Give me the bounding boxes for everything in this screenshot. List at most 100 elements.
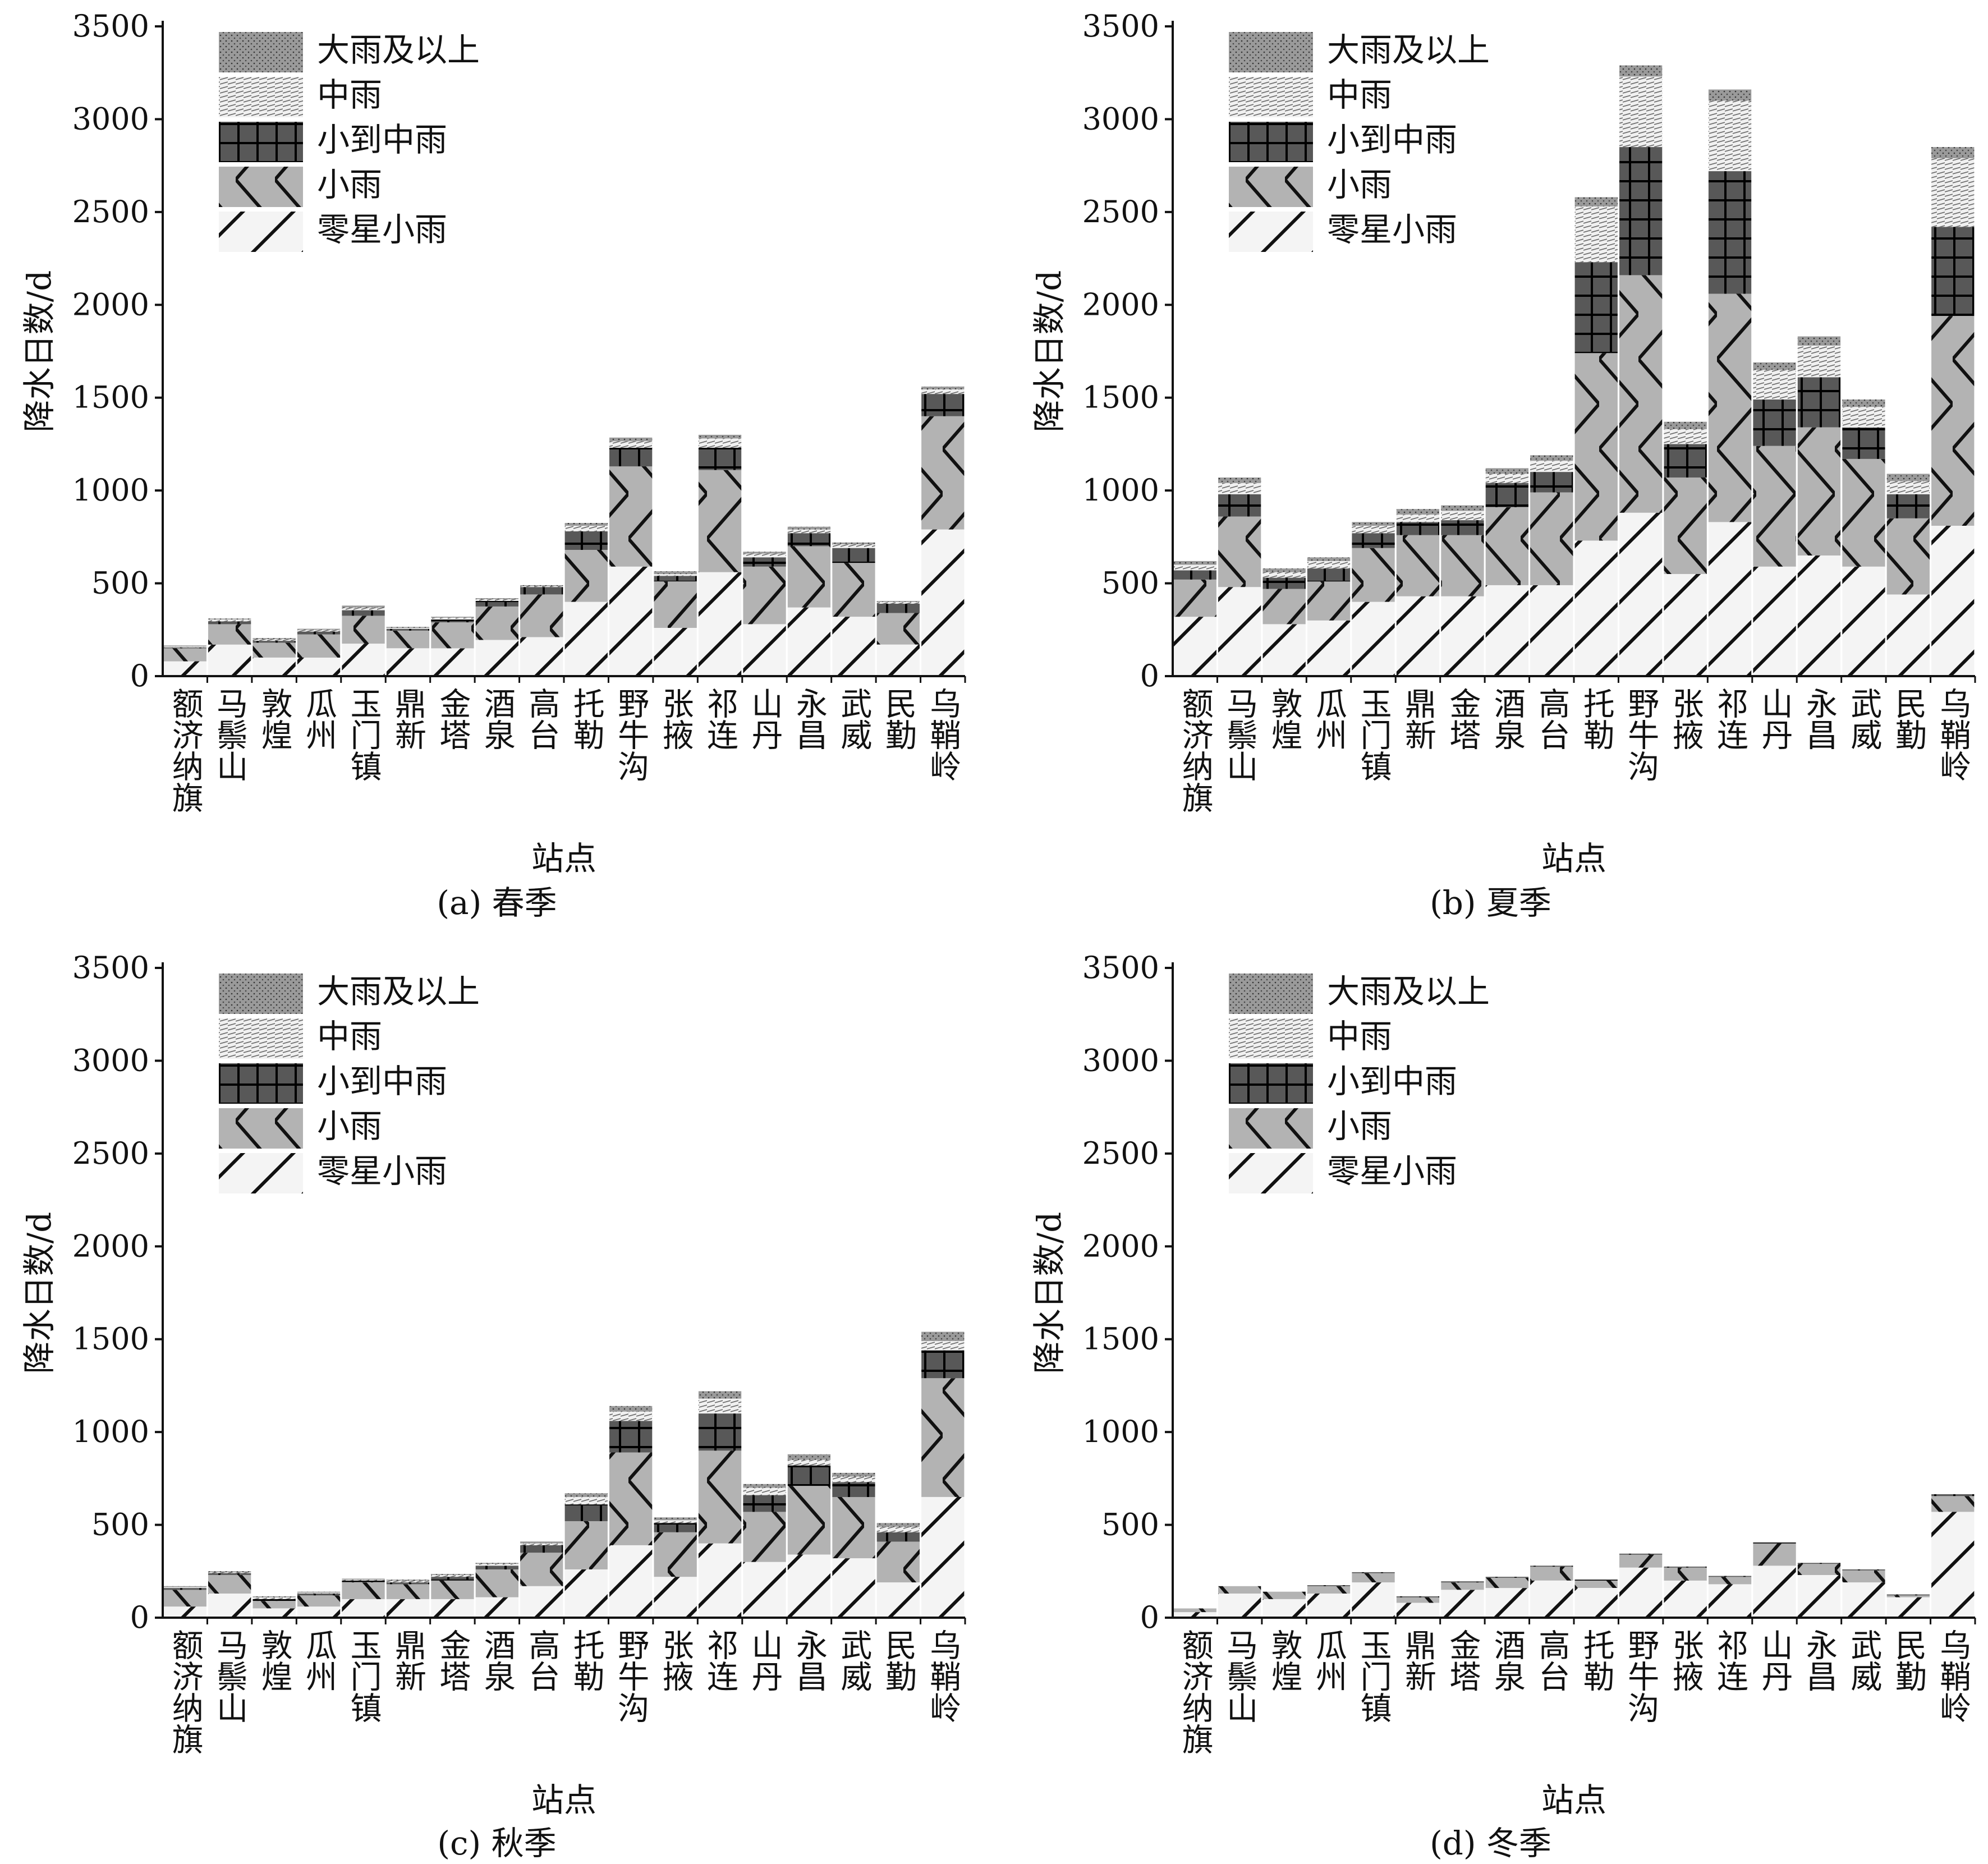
x-tick-label: 民勤 [880, 1629, 916, 1692]
bar-segment [342, 644, 385, 676]
x-tick-label: 乌鞘岭 [1935, 687, 1971, 782]
bar-segment [475, 1569, 518, 1597]
bar-segment [520, 585, 563, 586]
x-tick-label: 祁连 [702, 1629, 738, 1692]
bar-segment [520, 1545, 563, 1553]
bar-segment [208, 618, 251, 620]
bar-segment [1352, 602, 1395, 676]
legend-label: 零星小雨 [1327, 1152, 1457, 1190]
bar-segment [876, 1532, 920, 1542]
bar-segment [163, 1586, 206, 1587]
bar-segment [1530, 472, 1573, 493]
bar-segment [208, 624, 251, 645]
bar-segment [1396, 1596, 1440, 1597]
bar-segment [163, 1588, 206, 1590]
x-tick-label: 敦煌 [1266, 687, 1302, 750]
x-tick-label: 酒泉 [479, 1629, 515, 1692]
bar-segment [564, 1521, 608, 1569]
y-tick-label: 2000 [72, 1228, 149, 1264]
legend-label: 大雨及以上 [1327, 972, 1490, 1011]
bar-segment [1485, 468, 1528, 474]
legend-label: 中雨 [317, 76, 382, 114]
x-tick-label: 永昌 [791, 1629, 827, 1692]
bar-segment [832, 1476, 875, 1482]
legend-label: 小到中雨 [1327, 1062, 1457, 1100]
x-tick-label: 祁连 [702, 687, 738, 750]
bar-segment [698, 1391, 742, 1399]
bar-segment [1441, 520, 1484, 535]
bar-segment [1619, 76, 1663, 147]
bar-segment [252, 638, 296, 639]
bar-segment [1218, 1594, 1261, 1618]
bar-segment [208, 644, 251, 676]
bar-segment [431, 1599, 474, 1618]
y-tick-label: 1500 [72, 380, 149, 415]
bar-segment [1664, 1567, 1707, 1568]
bar-segment [163, 1606, 206, 1618]
bar-segment [1574, 1580, 1618, 1588]
x-tick-label: 金塔 [1444, 687, 1481, 750]
bar-segment [654, 1532, 697, 1577]
bar-segment [297, 631, 341, 635]
bar-segment [1485, 1577, 1528, 1588]
bar-segment [787, 533, 831, 547]
bar-segment [1797, 346, 1841, 378]
panel-d: 0 500 1000 1500 2000 2500 3000 3500 额济纳旗 马鬃山 敦煌 瓜州玉… [1030, 950, 1976, 1819]
y-tick-label: 2500 [72, 1136, 149, 1171]
bar-segment [520, 594, 563, 637]
x-tick-label: 敦煌 [256, 1629, 292, 1692]
bar-segment [787, 529, 831, 534]
bar-segment [520, 586, 563, 587]
bar-segment [1842, 400, 1885, 407]
x-tick-label: 瓜州 [1311, 687, 1347, 750]
x-tick-label: 张掖 [657, 687, 694, 750]
panel-a: 0 500 1000 1500 2000 2500 3000 3500 额济纳旗 马鬃山 敦煌 瓜州玉… [20, 8, 966, 878]
bar-segment [163, 647, 206, 649]
bar-segment [1842, 1570, 1885, 1583]
bar-segment [832, 1472, 875, 1477]
bar-segment [1173, 561, 1216, 565]
bar-segment [609, 1421, 653, 1453]
bar-segment [1530, 461, 1573, 472]
bar-segment [342, 1582, 385, 1599]
bar-segment [609, 566, 653, 676]
bar-segment [654, 1520, 697, 1523]
bar-segment [252, 642, 296, 658]
bar-segment [1619, 1553, 1663, 1555]
bar-segment [1797, 377, 1841, 428]
bar-segment [1307, 568, 1351, 582]
y-tick-label: 1500 [72, 1321, 149, 1357]
bar-segment [609, 1406, 653, 1412]
bar-segment [832, 544, 875, 548]
bar-segment [431, 1580, 474, 1599]
bar-segment [832, 563, 875, 617]
x-axis-title: 站点 [531, 839, 596, 878]
bar-segment [1441, 505, 1484, 511]
bar-segment [1708, 100, 1752, 171]
bar-segment [1352, 533, 1395, 548]
bar-segment [921, 1378, 965, 1497]
x-tick-label: 敦煌 [256, 687, 292, 750]
legend-label: 零星小雨 [317, 210, 447, 249]
bar-segment [208, 1573, 251, 1575]
bar-segment [1797, 555, 1841, 676]
bar-segment [564, 523, 608, 526]
bar-segment [1708, 89, 1752, 101]
bar-segment [1441, 511, 1484, 520]
x-tick-label: 高台 [524, 1629, 560, 1692]
x-tick-label: 托勒 [568, 687, 604, 750]
bar-segment [1619, 147, 1663, 276]
bar-segment [654, 581, 697, 628]
bar-segment [297, 628, 341, 630]
bar-segment [1262, 572, 1306, 578]
bar-segment [1352, 526, 1395, 534]
bar-segment [1619, 512, 1663, 676]
bar-segment [1708, 1584, 1752, 1618]
bar-segment [1396, 515, 1440, 522]
bar-segment [431, 617, 474, 618]
bar-segment [1842, 458, 1885, 567]
x-tick-label: 武威 [835, 1629, 872, 1692]
legend-swatch [1229, 212, 1313, 252]
legend-swatch [219, 122, 303, 162]
y-tick-label: 500 [1101, 566, 1159, 601]
